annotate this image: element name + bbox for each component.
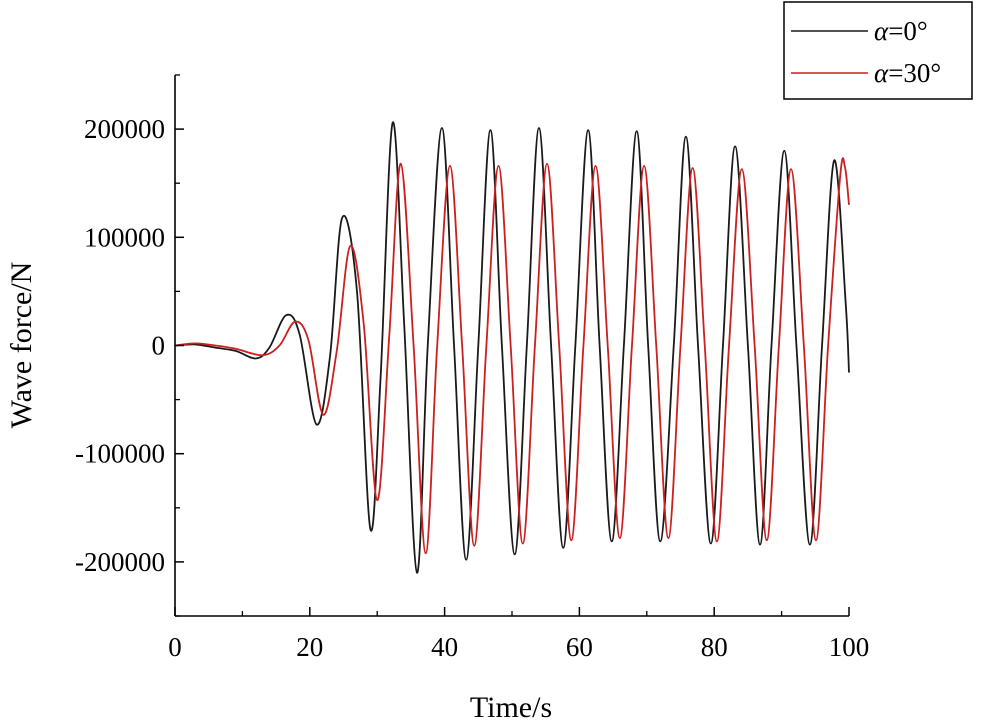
y-tick-label: -100000 xyxy=(75,439,165,469)
y-axis-title: Wave force/N xyxy=(5,262,38,429)
legend-label-alpha-0: α=0° xyxy=(874,16,928,46)
legend: α=0° α=30° xyxy=(783,1,973,100)
legend-box xyxy=(783,1,973,100)
series-line-1 xyxy=(174,157,850,555)
x-axis-title: Time/s xyxy=(470,691,552,724)
y-tick-label: 200000 xyxy=(84,114,165,144)
plot-ticks: 0 20 40 60 80 100 -200000 -100000 0 100000 200000 xyxy=(75,74,870,662)
y-tick-label: 0 xyxy=(152,331,166,361)
y-tick-label: -200000 xyxy=(75,547,165,577)
legend-label-alpha-30: α=30° xyxy=(874,58,941,88)
x-tick-label: 0 xyxy=(168,632,182,662)
x-tick-label: 80 xyxy=(701,632,728,662)
x-tick-label: 40 xyxy=(431,632,458,662)
plot-series xyxy=(174,121,850,574)
series-line-0 xyxy=(174,121,850,574)
x-tick-label: 100 xyxy=(829,632,870,662)
legend-label-alpha-0-rest: =0° xyxy=(888,16,928,46)
x-tick-label: 60 xyxy=(566,632,593,662)
x-tick-label: 20 xyxy=(296,632,323,662)
legend-label-alpha-30-rest: =30° xyxy=(888,58,941,88)
y-tick-label: 100000 xyxy=(84,222,165,252)
legend-label-alpha-30-symbol: α xyxy=(874,58,889,88)
legend-label-alpha-0-symbol: α xyxy=(874,16,889,46)
